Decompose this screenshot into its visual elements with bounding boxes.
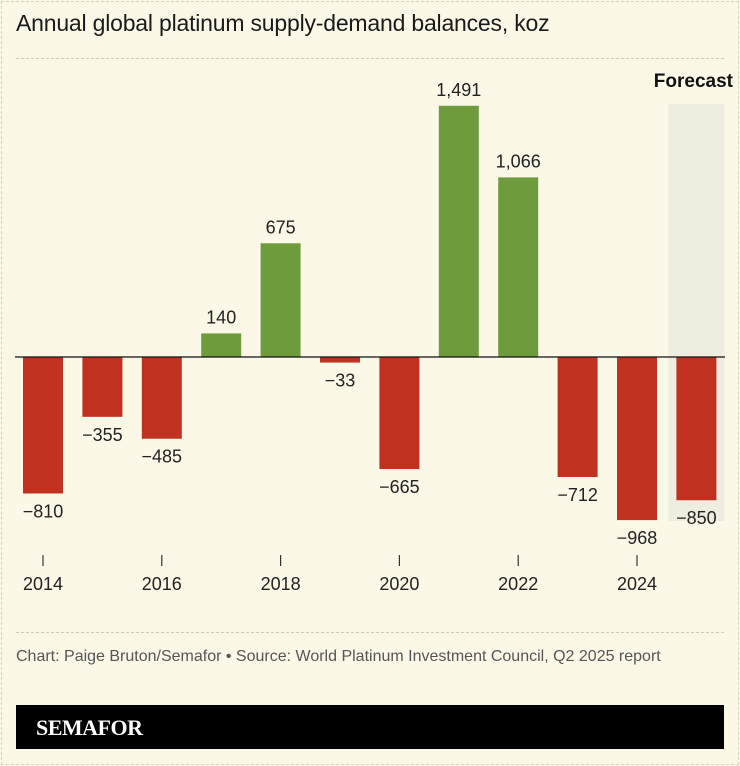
bar-2024 xyxy=(617,357,657,521)
data-label-2015: −355 xyxy=(82,425,123,445)
data-label-2020: −665 xyxy=(379,477,420,497)
data-label-2025: −850 xyxy=(676,508,717,528)
data-label-2017: 140 xyxy=(206,307,236,327)
bar-2017 xyxy=(201,333,242,357)
bar-2018 xyxy=(260,243,301,357)
bar-2022 xyxy=(498,177,539,357)
x-tick-label-2024: 2024 xyxy=(617,574,657,594)
bar-chart: Forecast −810 −355 −485 140 675 −33 −665 1,491 1,… xyxy=(15,71,734,594)
data-label-2021: 1,491 xyxy=(436,80,481,100)
brand-bar: SEMAFOR xyxy=(16,705,724,749)
x-tick-label-2022: 2022 xyxy=(498,574,538,594)
data-label-2024: −968 xyxy=(617,528,658,548)
x-tick-label-2018: 2018 xyxy=(261,574,301,594)
data-label-2019: −33 xyxy=(325,371,356,391)
x-tick-label-2016: 2016 xyxy=(142,574,182,594)
bar-2025 xyxy=(676,357,717,501)
data-label-2014: −810 xyxy=(23,501,64,521)
x-tick-label-2020: 2020 xyxy=(379,574,419,594)
source-note: Chart: Paige Bruton/Semafor • Source: Wo… xyxy=(16,648,661,665)
bar-2016 xyxy=(141,357,182,439)
x-tick-label-2014: 2014 xyxy=(23,574,63,594)
semafor-logo: SEMAFOR xyxy=(36,715,143,740)
data-label-2022: 1,066 xyxy=(496,151,541,171)
forecast-label: Forecast xyxy=(654,71,734,92)
divider xyxy=(16,632,724,633)
bar-2023 xyxy=(557,357,598,477)
data-label-2016: −485 xyxy=(142,447,183,467)
bar-2014 xyxy=(23,357,63,494)
bar-2015 xyxy=(82,357,123,417)
data-label-2023: −712 xyxy=(557,485,598,505)
bar-2019 xyxy=(320,357,360,363)
bar-2020 xyxy=(379,357,420,470)
chart-title: Annual global platinum supply-demand bal… xyxy=(16,10,550,36)
data-label-2018: 675 xyxy=(266,217,296,237)
bar-2021 xyxy=(438,105,479,357)
divider xyxy=(16,58,724,59)
